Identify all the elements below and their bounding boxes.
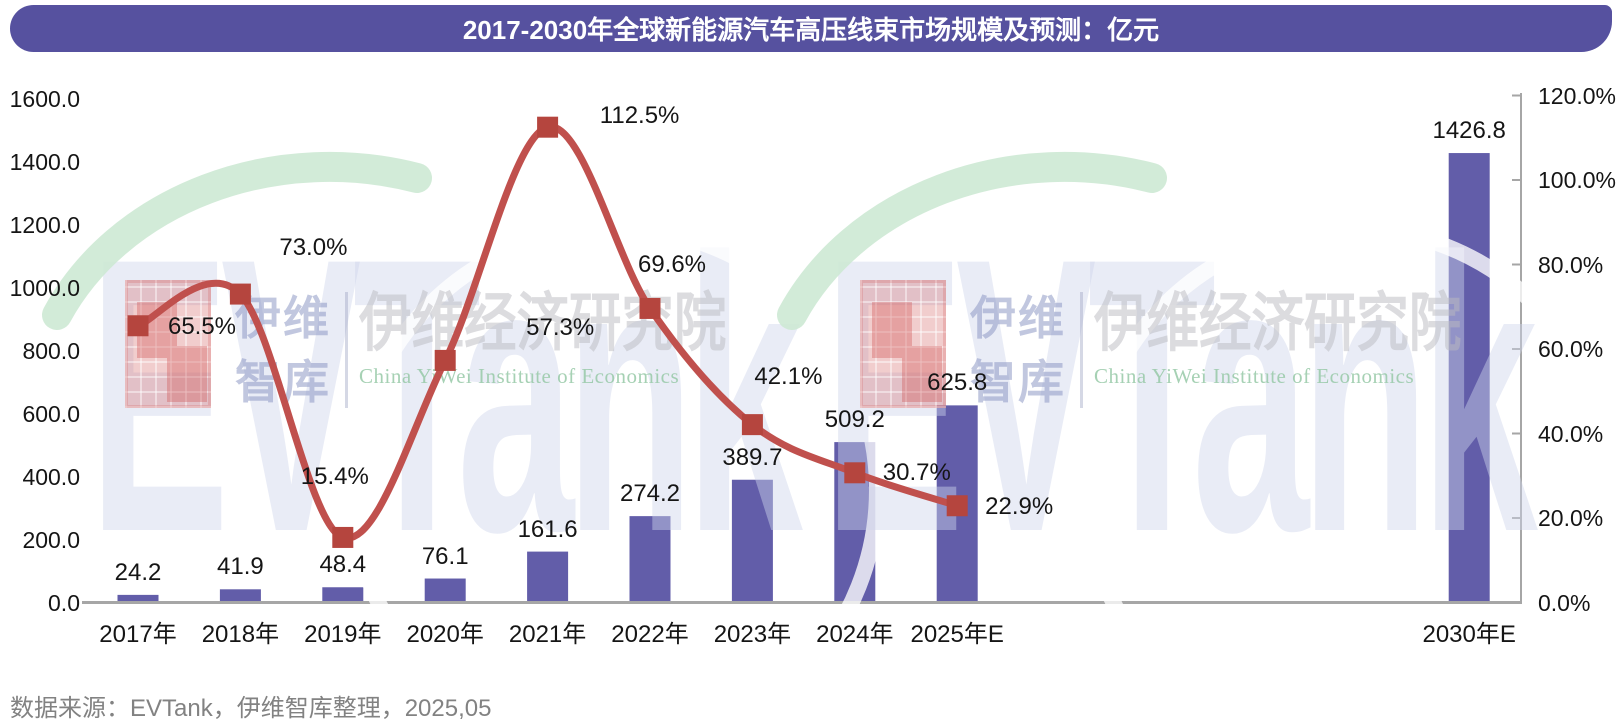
- left-axis-tick-label: 1200.0: [9, 211, 80, 238]
- watermark-swoosh-arcs: [777, 151, 1620, 728]
- left-axis-tick-label: 400.0: [22, 463, 80, 490]
- left-axis-tick-label: 800.0: [22, 337, 80, 364]
- watermark-institute-chinese: 伊维经济研究院: [359, 288, 727, 359]
- growth-rate-label: 42.1%: [754, 362, 823, 390]
- bar-2020年: [424, 578, 466, 603]
- growth-rate-label: 73.0%: [279, 234, 348, 262]
- bar-value-label: 48.4: [319, 551, 367, 579]
- watermark-divider: [1080, 292, 1083, 408]
- bar-value-label: 161.6: [517, 515, 578, 543]
- white-ring-arc: [1080, 220, 1620, 728]
- growth-rate-label: 112.5%: [599, 102, 680, 130]
- source-note: 数据来源：EVTank，伊维智库整理，2025,05: [10, 695, 492, 722]
- bar-value-label: 625.8: [927, 369, 988, 397]
- x-axis-category-label: 2019年: [304, 621, 382, 648]
- green-swoosh-arc: [42, 151, 432, 330]
- bar-2018年: [219, 589, 261, 603]
- left-axis-tick-label: 600.0: [22, 400, 80, 427]
- growth-rate-label: 65.5%: [167, 312, 237, 340]
- line-marker-2023年: [741, 414, 763, 436]
- line-marker-2019年: [332, 526, 354, 548]
- bar-value-label: 389.7: [722, 443, 783, 471]
- watermark-institute-english: China YiWei Institute of Economics: [359, 364, 680, 388]
- x-axis-category-label: 2023年: [713, 621, 792, 648]
- growth-rate-label: 15.4%: [300, 463, 369, 491]
- watermark-divider: [345, 292, 348, 408]
- bar-value-label: 1426.8: [1432, 117, 1506, 145]
- line-marker-2017年: [127, 315, 149, 337]
- right-axis-tick-label: 20.0%: [1538, 505, 1604, 531]
- growth-rate-label: 30.7%: [882, 458, 951, 486]
- left-axis-tick-label: 200.0: [22, 526, 80, 553]
- bar-value-label: 41.9: [217, 553, 264, 581]
- watermark-logo-badge: [125, 280, 211, 408]
- line-marker-2021年: [537, 116, 559, 138]
- x-axis-category-label: 2021年: [508, 621, 587, 648]
- line-marker-2020年: [434, 349, 456, 371]
- bar-value-label: 274.2: [619, 480, 681, 508]
- green-swoosh-arc: [777, 151, 1167, 330]
- bar-2019年: [322, 587, 364, 603]
- line-marker-2024年: [844, 462, 866, 484]
- left-axis-tick-label: 0.0: [48, 589, 80, 616]
- x-axis-category-label: 2018年: [201, 621, 280, 648]
- right-axis-tick-label: 60.0%: [1538, 336, 1604, 362]
- watermark-brand-chinese: 伊维 智库: [970, 286, 1066, 414]
- watermark-brand-chinese: 伊维 智库: [235, 286, 331, 414]
- right-axis-tick-label: 100.0%: [1538, 167, 1617, 193]
- bar-2024年: [834, 442, 876, 603]
- bar-value-label: 24.2: [114, 558, 162, 586]
- left-axis-tick-label: 1600.0: [9, 85, 80, 112]
- bar-value-label: 509.2: [824, 406, 885, 434]
- bar-2030年E: [1448, 153, 1490, 603]
- x-axis-category-label: 2020年: [406, 621, 484, 648]
- watermark-brand-line2: 智库: [235, 356, 331, 408]
- x-axis-category-label: 2025年E: [910, 621, 1004, 648]
- right-axis-tick-label: 80.0%: [1538, 251, 1604, 278]
- x-axis-category-label: 2030年E: [1422, 621, 1516, 648]
- watermark-evtank-wordmark: EVTank: [824, 177, 1538, 613]
- watermark-evtank-logo: EVTank 伊维 智库 伊维经济研究院 China YiWei Institu…: [42, 151, 885, 728]
- x-axis-category-label: 2017年: [99, 621, 177, 648]
- x-axis-category-label: 2024年: [816, 621, 894, 648]
- right-axis-tick-label: 40.0%: [1538, 420, 1604, 447]
- right-axis-tick-label: 0.0%: [1538, 589, 1591, 616]
- growth-rate-label: 69.6%: [637, 251, 707, 279]
- line-marker-2018年: [229, 283, 251, 305]
- line-marker-2022年: [639, 297, 661, 319]
- watermark-institute-english: China YiWei Institute of Economics: [1094, 364, 1415, 388]
- line-marker-2025年E: [946, 495, 968, 517]
- left-axis-tick-label: 1400.0: [9, 148, 80, 175]
- growth-rate-label: 22.9%: [985, 492, 1054, 520]
- bar-value-label: 76.1: [421, 542, 469, 570]
- growth-rate-line: [134, 123, 961, 542]
- white-ring-arc: [345, 220, 885, 728]
- right-axis-tick-label: 120.0%: [1538, 82, 1617, 109]
- watermark-swoosh-arcs: [42, 151, 885, 728]
- watermark-brand-line1: 伊维: [235, 292, 331, 344]
- watermark-brand-line1: 伊维: [970, 292, 1066, 344]
- bar-2021年: [527, 551, 569, 603]
- bar-2022年: [629, 516, 671, 603]
- watermark-institute-chinese: 伊维经济研究院: [1094, 288, 1462, 359]
- left-axis-tick-label: 1000.0: [9, 274, 80, 301]
- chart-title-bar: 2017-2030年全球新能源汽车高压线束市场规模及预测：亿元: [10, 5, 1612, 52]
- watermark-logo-badge: [860, 280, 946, 408]
- x-axis-category-label: 2022年: [611, 621, 689, 648]
- watermark-brand-line2: 智库: [970, 356, 1066, 408]
- bar-2023年: [731, 479, 773, 603]
- watermark-evtank-logo: EVTank 伊维 智库 伊维经济研究院 China YiWei Institu…: [777, 151, 1620, 728]
- growth-rate-label: 57.3%: [526, 314, 595, 342]
- watermark-evtank-wordmark: EVTank: [89, 177, 803, 613]
- chart-title: 2017-2030年全球新能源汽车高压线束市场规模及预测：亿元: [462, 15, 1160, 45]
- bar-2017年: [117, 594, 159, 603]
- bar-2025年E: [936, 405, 978, 603]
